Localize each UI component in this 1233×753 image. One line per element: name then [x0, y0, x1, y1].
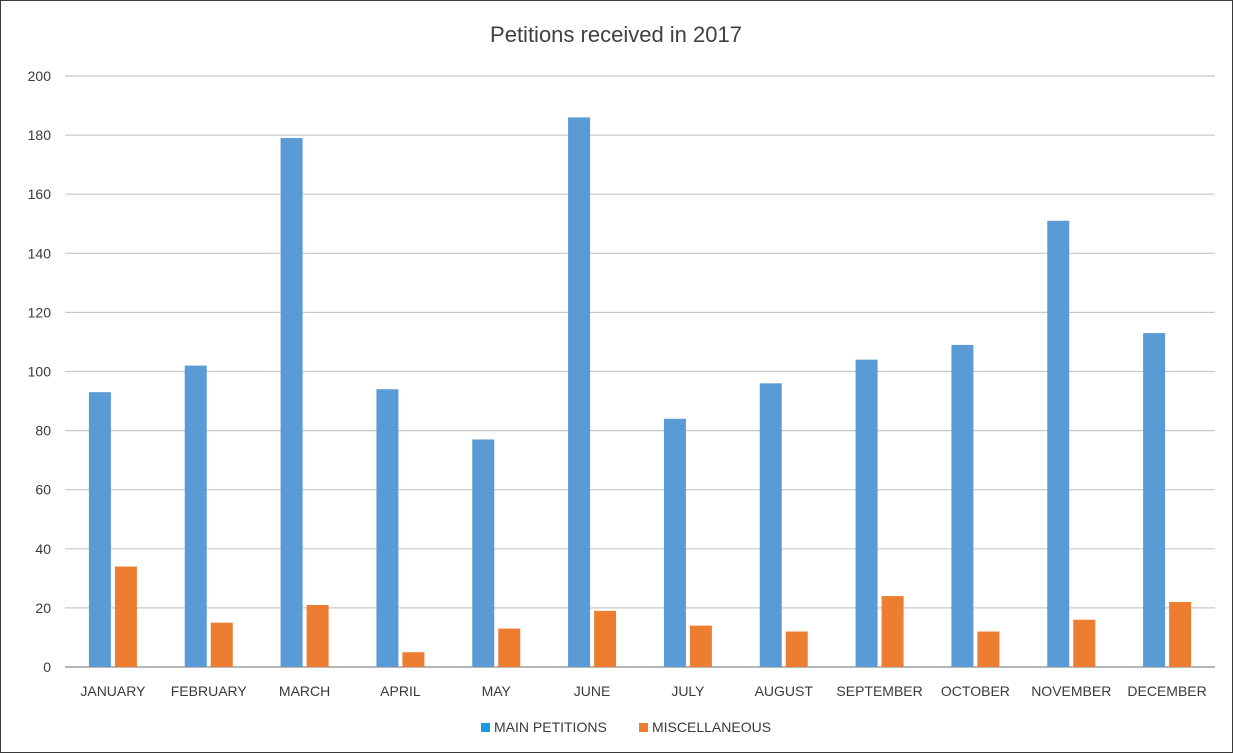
- bar-miscellaneous: [594, 610, 617, 667]
- x-tick-label: AUGUST: [755, 683, 814, 699]
- y-tick-label: 200: [28, 68, 52, 84]
- x-tick-label: APRIL: [380, 683, 421, 699]
- legend-marker: [639, 723, 648, 732]
- bar-main-petitions: [88, 392, 111, 667]
- bar-main-petitions: [759, 383, 782, 667]
- x-tick-label: JANUARY: [80, 683, 146, 699]
- bar-miscellaneous: [1073, 619, 1096, 667]
- bar-miscellaneous: [785, 631, 808, 667]
- bar-miscellaneous: [114, 566, 137, 667]
- x-tick-label: JUNE: [574, 683, 611, 699]
- bar-miscellaneous: [689, 625, 712, 667]
- bar-main-petitions: [472, 439, 495, 667]
- y-tick-label: 180: [28, 127, 52, 143]
- x-tick-label: NOVEMBER: [1031, 683, 1111, 699]
- bar-miscellaneous: [881, 596, 904, 667]
- y-tick-label: 0: [43, 659, 51, 675]
- bar-miscellaneous: [402, 652, 425, 667]
- legend-label: MISCELLANEOUS: [652, 719, 771, 735]
- gridlines: [65, 75, 1215, 668]
- bar-main-petitions: [951, 344, 974, 667]
- x-axis-ticks: JANUARY FEBRUARY MARCH APRIL MAY JUNE JULY AUGU…: [80, 683, 1206, 699]
- x-tick-label: DECEMBER: [1127, 683, 1206, 699]
- bar-main-petitions: [568, 117, 591, 668]
- x-tick-label: FEBRUARY: [171, 683, 248, 699]
- legend: MAIN PETITIONS MISCELLANEOUS: [481, 719, 771, 735]
- y-axis-ticks: 0 20 40 60 80 100 120 140 160 180 200: [28, 68, 52, 675]
- bar-miscellaneous: [210, 622, 233, 667]
- legend-item-miscellaneous: MISCELLANEOUS: [639, 719, 771, 735]
- bar-main-petitions: [1047, 220, 1070, 668]
- y-tick-label: 160: [28, 186, 52, 202]
- bar-main-petitions: [280, 138, 303, 667]
- x-tick-label: OCTOBER: [941, 683, 1010, 699]
- bar-miscellaneous: [1169, 601, 1192, 667]
- bar-miscellaneous: [977, 631, 1000, 667]
- y-tick-label: 120: [28, 304, 52, 320]
- y-tick-label: 100: [28, 364, 52, 380]
- bars: [88, 117, 1192, 668]
- bar-main-petitions: [184, 365, 207, 667]
- bar-miscellaneous: [498, 628, 521, 667]
- x-tick-label: SEPTEMBER: [836, 683, 922, 699]
- y-tick-label: 80: [35, 423, 51, 439]
- bar-miscellaneous: [306, 604, 329, 667]
- legend-item-main-petitions: MAIN PETITIONS: [481, 719, 607, 735]
- bar-main-petitions: [376, 389, 399, 667]
- x-tick-label: JULY: [671, 683, 705, 699]
- bar-main-petitions: [1143, 333, 1166, 667]
- x-tick-label: MARCH: [279, 683, 330, 699]
- y-tick-label: 60: [35, 482, 51, 498]
- y-tick-label: 20: [35, 600, 51, 616]
- legend-marker: [481, 723, 490, 732]
- chart-title: Petitions received in 2017: [490, 22, 742, 47]
- bar-main-petitions: [663, 418, 686, 667]
- y-tick-label: 40: [35, 541, 51, 557]
- y-tick-label: 140: [28, 245, 52, 261]
- legend-label: MAIN PETITIONS: [494, 719, 607, 735]
- bar-main-petitions: [855, 359, 878, 667]
- x-tick-label: MAY: [482, 683, 512, 699]
